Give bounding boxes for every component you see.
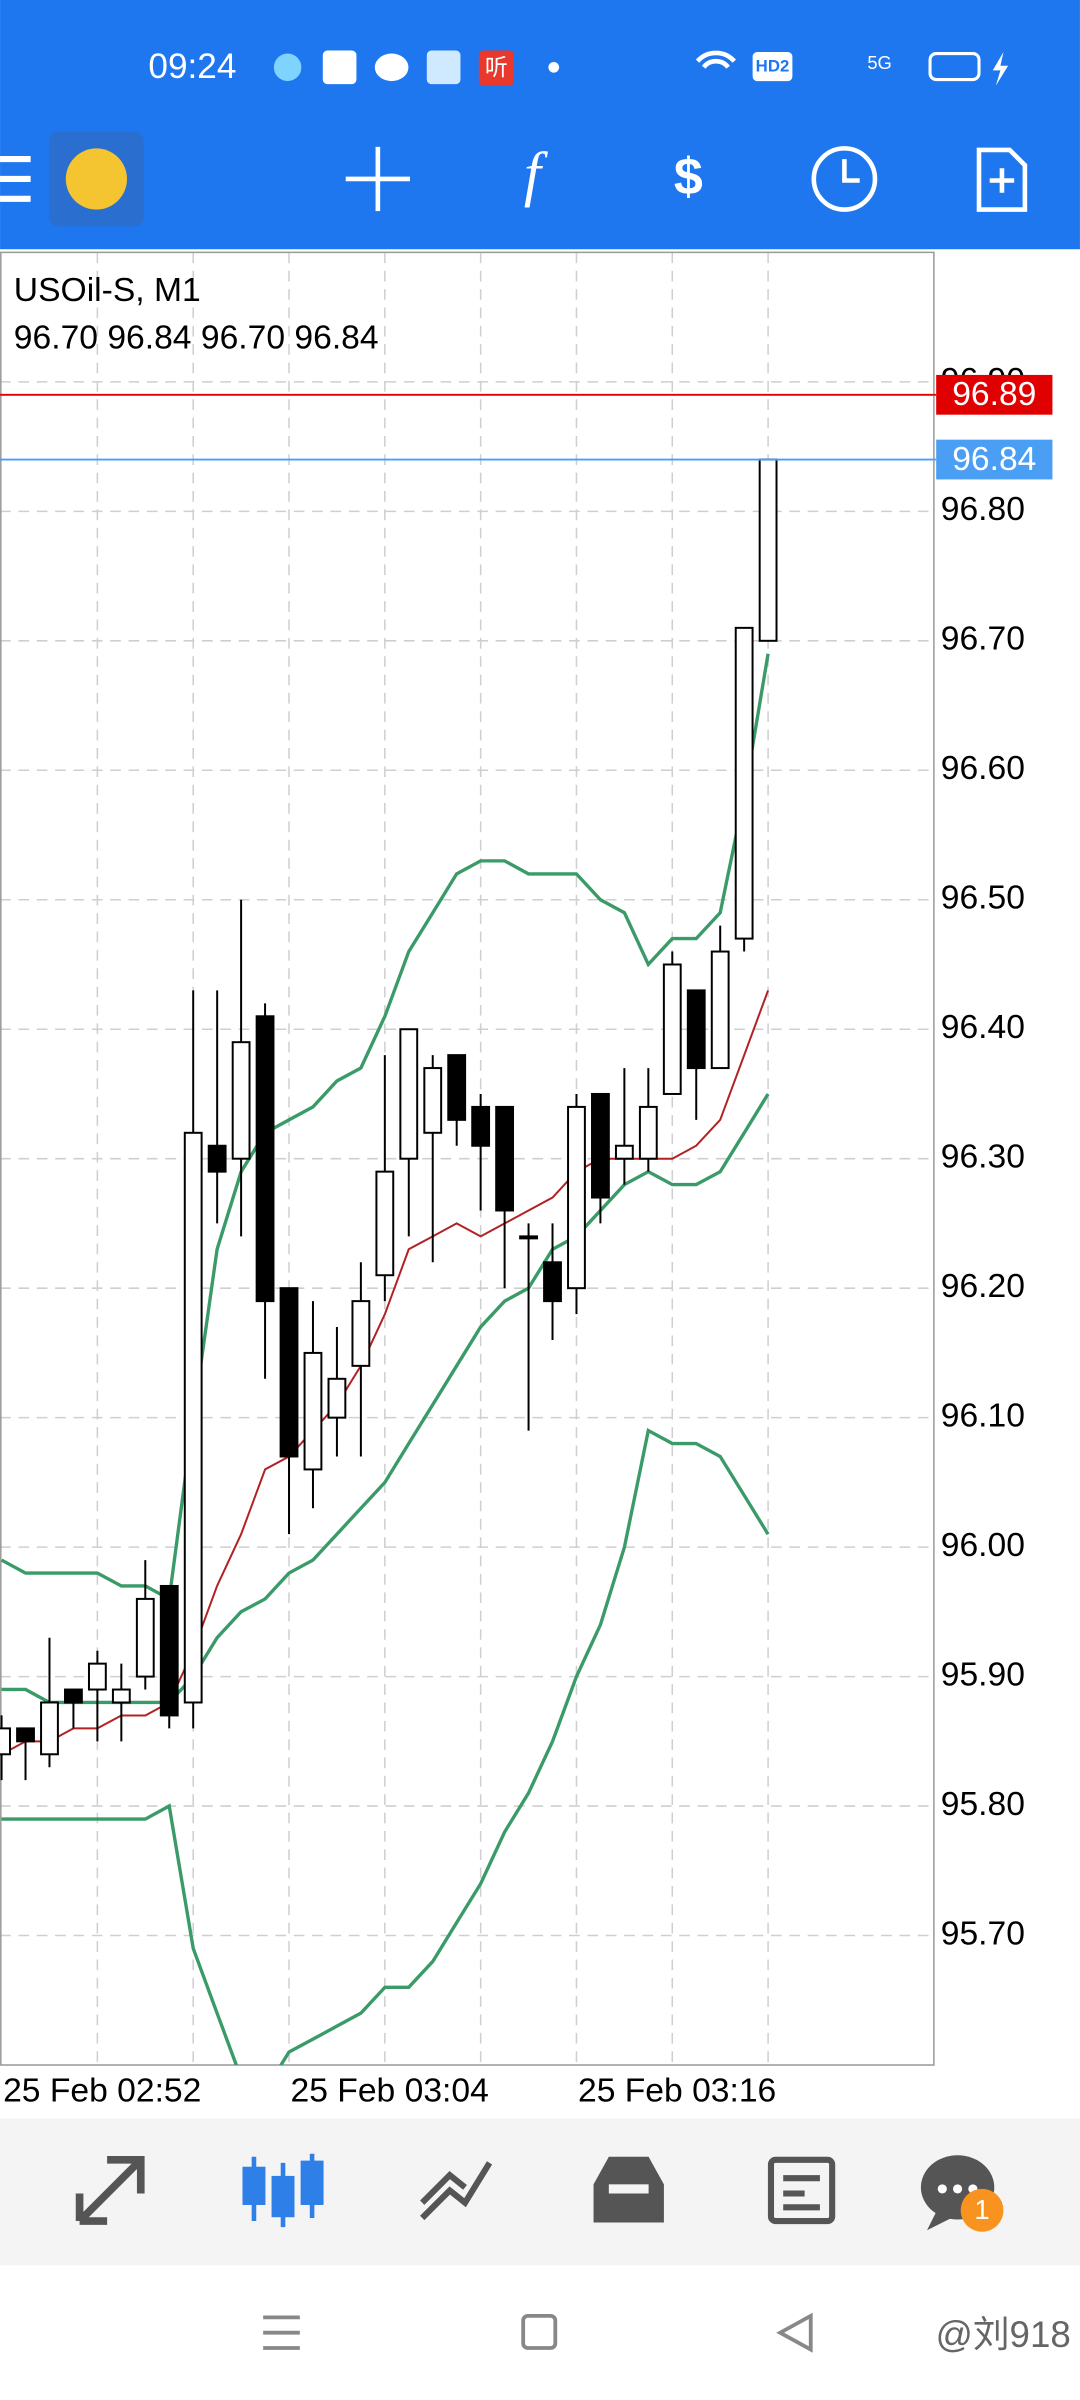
candle-body [87,1662,107,1691]
status-dot [548,61,560,73]
candle-body [591,1092,610,1199]
chart-tab[interactable] [242,2153,324,2228]
status-time: 09:24 [148,47,236,86]
candle-body [710,950,730,1070]
app-logo-mark [65,148,127,210]
trade-icon[interactable]: $ [674,148,703,206]
x-tick-label: 25 Feb 03:04 [291,2072,489,2109]
y-tick-label: 95.70 [941,1915,1025,1952]
y-tick-label: 95.80 [941,1786,1025,1823]
status-icon [273,53,302,82]
candle-body [375,1170,395,1277]
net-text: 5G [867,52,891,73]
candle-body [16,1727,35,1743]
y-tick-label: 96.10 [941,1398,1025,1435]
candle-body [495,1105,515,1212]
y-tick-label: 96.50 [941,880,1025,917]
candle-body [159,1584,179,1717]
candle-body [519,1235,538,1240]
y-tick-label: 96.60 [941,750,1025,787]
system-back[interactable] [776,2312,813,2353]
status-icon [374,53,409,82]
y-tick-label: 96.80 [941,491,1025,528]
candle-body [303,1351,323,1471]
badge-count: 1 [974,2194,989,2225]
badge [960,2188,1004,2232]
candle-body [447,1054,467,1121]
wifi-icon [695,50,736,69]
menu-icon[interactable] [0,156,31,202]
axis: 95.70 95.80 95.90 96.00 96.10 96.20 96.30 96.40… [3,362,1053,2109]
status-icon [426,50,461,85]
news-tab[interactable] [767,2156,836,2225]
bottom-nav [0,2118,1080,2266]
price-tag [936,439,1053,480]
status-icon [478,50,514,86]
y-tick-label: 96.40 [941,1009,1025,1046]
price-tag-label: 96.84 [952,441,1036,478]
price-tag [936,374,1053,415]
candle-body [734,626,754,940]
indicator-line [1,1427,770,2066]
quotes-tab[interactable] [75,2156,145,2225]
candle-body [183,1131,203,1704]
candle-body [135,1597,155,1678]
candle-body [638,1105,658,1160]
status-icon [322,50,357,85]
candle-body [207,1144,227,1173]
candle-body [543,1261,562,1303]
candle-body [327,1377,347,1419]
hd-text: HD2 [756,57,790,76]
hd-icon [752,52,793,82]
y-tick-label: 96.20 [941,1268,1025,1305]
symbol-label: USOil-S, M1 [14,272,201,309]
candle-body [111,1688,131,1704]
y-tick-label: 96.00 [941,1527,1025,1564]
history-tab[interactable] [593,2156,664,2223]
x-tick-label: 25 Feb 03:16 [578,2072,776,2109]
y-tick-label: 95.90 [941,1656,1025,1693]
candle-body [423,1067,443,1134]
candle-body [351,1300,371,1367]
candle-body [567,1105,586,1290]
header [0,0,1080,250]
price-tag-label: 96.89 [952,376,1036,413]
grid [0,252,934,2066]
y-tick-label: 96.70 [941,621,1025,658]
candle-body [614,1144,634,1160]
trade-tab[interactable] [420,2161,493,2221]
charge-icon [992,52,1009,86]
y-tick-label: 96.30 [941,1139,1025,1176]
system-home[interactable] [521,2313,558,2350]
candle-body [471,1105,491,1147]
plot-border [0,251,935,2066]
timeframe-icon[interactable] [811,146,878,212]
new-order-icon[interactable] [976,147,1028,212]
system-menu[interactable] [263,2315,300,2350]
candle-body [399,1028,419,1160]
candle-body [662,963,682,1095]
candle-body [758,458,778,642]
candle-body [231,1041,251,1160]
battery-icon [928,52,981,82]
candle-body [0,1727,11,1756]
indicator-line [0,653,770,1602]
chart-background [0,249,1080,2119]
plot [0,393,934,2066]
x-tick-label: 25 Feb 02:52 [3,2072,201,2109]
system-nav [0,2265,1080,2400]
candle-body [64,1688,83,1704]
crosshair-icon[interactable] [345,146,410,212]
ohlc-label: 96.70 96.84 96.70 96.84 [14,319,379,356]
candle-body [279,1287,299,1458]
watermark: @刘918 [936,2314,1071,2355]
candle-body [686,989,706,1070]
candle-body [40,1701,59,1756]
status-app-text: 听 [485,54,508,80]
candle-body [255,1015,275,1303]
